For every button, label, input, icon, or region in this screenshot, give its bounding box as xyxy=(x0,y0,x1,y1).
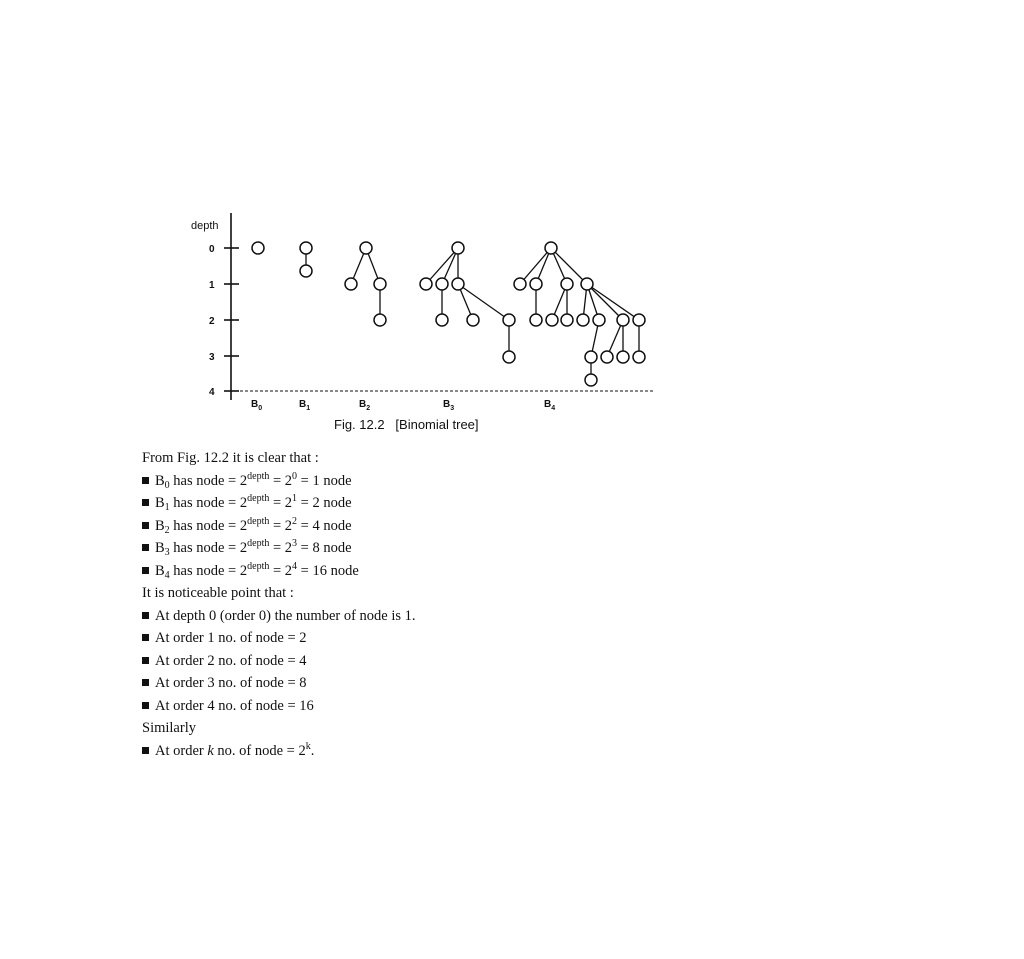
tree-node xyxy=(560,277,574,291)
bullet-icon xyxy=(142,679,149,686)
tree-node xyxy=(466,313,480,327)
tree-label: B2 xyxy=(359,399,370,412)
order-line: At order 3 no. of node = 8 xyxy=(142,672,416,695)
tree-node xyxy=(632,313,646,327)
tree-nodes xyxy=(251,241,646,387)
bullet-icon xyxy=(142,656,149,664)
tree-node xyxy=(419,277,433,291)
depth-tick-label: 2 xyxy=(209,316,215,327)
bullet-icon xyxy=(142,499,149,506)
tree-node xyxy=(544,241,558,255)
order-line: At order 2 no. of node = 4 xyxy=(142,650,416,673)
tree-node xyxy=(632,350,646,364)
tree-node xyxy=(560,313,574,327)
tree-node xyxy=(529,277,543,291)
node-count-line: B0 has node = 2depth = 20 = 1 node xyxy=(142,470,416,493)
bullet-icon xyxy=(142,701,149,709)
tree-node xyxy=(451,241,465,255)
order-line: At order 4 no. of node = 16 xyxy=(142,695,416,718)
figure-caption: Fig. 12.2 [Binomial tree] xyxy=(334,417,479,432)
tree-label: B3 xyxy=(443,399,454,412)
tree-node xyxy=(545,313,559,327)
tree-node xyxy=(616,313,630,327)
tree-node xyxy=(576,313,590,327)
tree-node xyxy=(373,277,387,291)
tree-node xyxy=(373,313,387,327)
tree-node xyxy=(502,313,516,327)
tree-node xyxy=(299,241,313,255)
tree-node xyxy=(584,350,598,364)
bullet-icon xyxy=(142,521,149,529)
tree-node xyxy=(251,241,265,255)
tree-edge xyxy=(519,247,552,285)
order-k-post: . xyxy=(310,742,315,759)
order-k-line: At order k no. of node = 2k. xyxy=(142,740,416,763)
tree-node xyxy=(616,350,630,364)
bullet-icon xyxy=(142,634,149,641)
bullet-icon xyxy=(142,746,149,754)
tree-node xyxy=(344,277,358,291)
tree-node xyxy=(513,277,527,291)
bullet-icon xyxy=(142,544,149,551)
tree-node xyxy=(600,350,614,364)
tree-node xyxy=(529,313,543,327)
depth-ticks: 0 1 2 3 4 xyxy=(209,244,239,398)
tree-edge xyxy=(457,283,510,321)
binomial-tree-figure: depth 0 1 2 3 4 B0 B1 B2 B3 B4 xyxy=(191,213,655,412)
bullet-icon xyxy=(142,476,149,484)
tree-node xyxy=(359,241,373,255)
order-k-var: k xyxy=(207,742,214,759)
tree-node xyxy=(580,277,594,291)
node-count-line: B3 has node = 2depth = 23 = 8 node xyxy=(142,537,416,560)
node-count-line: B1 has node = 2depth = 21 = 2 node xyxy=(142,492,416,515)
tree-edge xyxy=(586,283,624,321)
order-line: At depth 0 (order 0) the number of node … xyxy=(142,605,416,628)
node-count-list: B0 has node = 2depth = 20 = 1 node B1 has… xyxy=(142,470,416,583)
depth-tick-label: 1 xyxy=(209,280,215,291)
tree-node xyxy=(584,373,598,387)
order-k-exp: k xyxy=(305,740,311,752)
bullet-icon xyxy=(142,566,149,574)
tree-node xyxy=(435,277,449,291)
tree-label: B0 xyxy=(251,399,262,412)
bullet-icon xyxy=(142,611,149,619)
order-k-mid: no. of node = 2 xyxy=(213,742,306,759)
intro-line: From Fig. 12.2 it is clear that : xyxy=(142,450,319,466)
tree-node xyxy=(592,313,606,327)
tree-labels: B0 B1 B2 B3 B4 xyxy=(251,399,555,412)
tree-label: B1 xyxy=(299,399,310,412)
similarly-line: Similarly xyxy=(142,720,196,736)
depth-tick-label: 0 xyxy=(209,244,215,255)
tree-node xyxy=(299,264,313,278)
tree-node xyxy=(451,277,465,291)
tree-node xyxy=(502,350,516,364)
depth-axis-label: depth xyxy=(191,220,219,232)
order-list: At depth 0 (order 0) the number of node … xyxy=(142,605,416,718)
tree-edge xyxy=(425,247,459,285)
order-line: At order 1 no. of node = 2 xyxy=(142,627,416,650)
node-count-line: B4 has node = 2depth = 24 = 16 node xyxy=(142,560,416,583)
tree-edge xyxy=(550,247,588,285)
depth-tick-label: 4 xyxy=(209,387,215,398)
order-k-pre: At order xyxy=(155,742,208,759)
depth-tick-label: 3 xyxy=(209,352,215,363)
tree-node xyxy=(435,313,449,327)
noticeable-line: It is noticeable point that : xyxy=(142,585,294,601)
node-count-line: B2 has node = 2depth = 22 = 4 node xyxy=(142,515,416,538)
tree-edge xyxy=(586,283,640,321)
explanation-text: From Fig. 12.2 it is clear that : B0 has… xyxy=(142,447,416,762)
tree-label: B4 xyxy=(544,399,555,412)
